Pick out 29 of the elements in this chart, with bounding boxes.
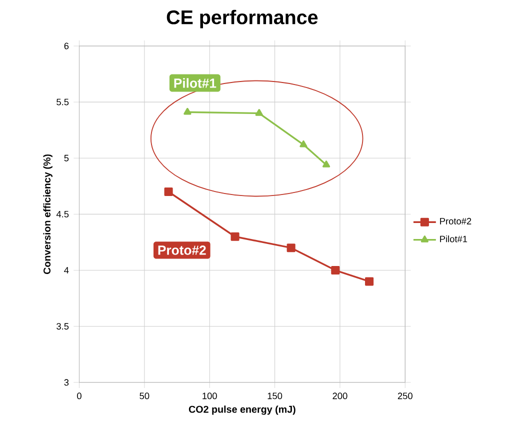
y-tick-label: 3 xyxy=(64,379,69,386)
point xyxy=(230,232,240,242)
x-tick-label: 100 xyxy=(202,392,217,400)
x-tick-label: 200 xyxy=(332,392,348,400)
legend-label: Proto#2 xyxy=(440,218,472,225)
y-tick-label: 4.5 xyxy=(56,211,69,218)
point xyxy=(331,266,340,275)
annotation: Proto#2 xyxy=(158,246,206,255)
x-tick-label: 150 xyxy=(268,392,282,400)
x-tick-label: 0 xyxy=(77,392,82,400)
x-tick-label: 250 xyxy=(398,392,412,400)
y-axis-title: Conversion efficiency (%) xyxy=(43,154,52,274)
point xyxy=(184,108,192,115)
x-axis-title: CO2 pulse energy (mJ) xyxy=(188,406,296,415)
point xyxy=(286,244,296,252)
annotation: Pilot#1 xyxy=(174,78,216,88)
legend-label: Pilot#1 xyxy=(440,236,468,242)
y-tick-label: 5 xyxy=(64,155,69,162)
point xyxy=(322,160,330,168)
y-tick-label: 4 xyxy=(64,267,69,274)
point xyxy=(255,109,263,116)
y-tick-label: 5.5 xyxy=(56,98,69,106)
point xyxy=(164,188,173,196)
y-tick-label: 6 xyxy=(64,42,69,50)
chart-title: CE performance xyxy=(166,10,318,28)
point xyxy=(300,140,308,148)
x-tick-label: 50 xyxy=(140,392,150,400)
point xyxy=(365,277,374,286)
y-tick-label: 3.5 xyxy=(56,323,69,330)
